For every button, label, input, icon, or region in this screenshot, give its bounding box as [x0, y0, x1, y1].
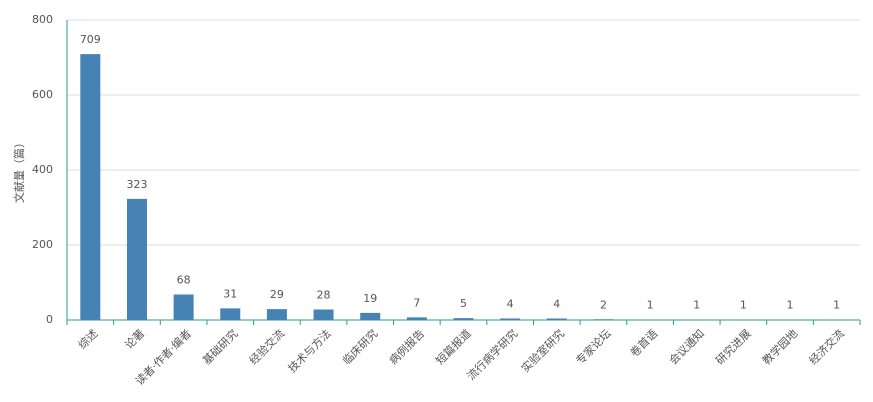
x-tick-label: 临床研究	[339, 326, 380, 367]
y-tick-label: 200	[32, 238, 53, 251]
data-label: 1	[740, 299, 747, 312]
data-label: 323	[126, 178, 147, 191]
x-tick-label: 卷首语	[627, 326, 660, 359]
bar	[546, 318, 567, 320]
x-tick-label: 综述	[75, 326, 100, 351]
data-label: 31	[223, 287, 237, 300]
data-label: 4	[553, 298, 560, 311]
bar	[360, 312, 381, 320]
x-tick-label: 会议通知	[666, 326, 707, 367]
bar	[80, 54, 101, 320]
bar	[126, 198, 147, 320]
data-label: 19	[363, 292, 377, 305]
x-tick-label: 经验交流	[246, 326, 287, 367]
data-label: 29	[270, 288, 284, 301]
data-label: 2	[600, 298, 607, 311]
data-label: 28	[317, 289, 331, 302]
data-label: 1	[787, 299, 794, 312]
data-label: 4	[507, 298, 514, 311]
y-tick-label: 600	[32, 88, 53, 101]
x-tick-label: 专家论坛	[573, 326, 614, 367]
x-tick-label: 经济交流	[806, 326, 847, 367]
x-tick-label: 基础研究	[199, 326, 240, 367]
bar	[406, 317, 427, 320]
data-label: 709	[80, 33, 101, 46]
data-label: 1	[647, 299, 654, 312]
bar	[220, 308, 241, 320]
bar	[266, 309, 287, 320]
data-label: 68	[177, 274, 191, 287]
x-tick-label: 病例报告	[386, 326, 427, 367]
data-label: 5	[460, 297, 467, 310]
bar	[453, 318, 474, 320]
bar	[500, 318, 521, 320]
data-label: 1	[693, 299, 700, 312]
bar	[173, 294, 194, 320]
data-label: 7	[413, 296, 420, 309]
y-axis-label: 文献量（篇）	[12, 137, 26, 203]
y-tick-label: 0	[46, 313, 53, 326]
x-tick-label: 教学园地	[759, 326, 800, 367]
x-tick-label: 研究进展	[713, 326, 754, 367]
x-tick-label: 短篇报道	[433, 326, 474, 367]
x-tick-label: 实验室研究	[518, 326, 567, 375]
y-tick-label: 400	[32, 163, 53, 176]
x-tick-label: 技术与方法	[285, 326, 334, 375]
data-label: 1	[833, 299, 840, 312]
bar	[313, 309, 334, 320]
y-tick-label: 800	[32, 13, 53, 26]
x-tick-label: 论著	[122, 326, 147, 351]
bar	[593, 319, 614, 320]
